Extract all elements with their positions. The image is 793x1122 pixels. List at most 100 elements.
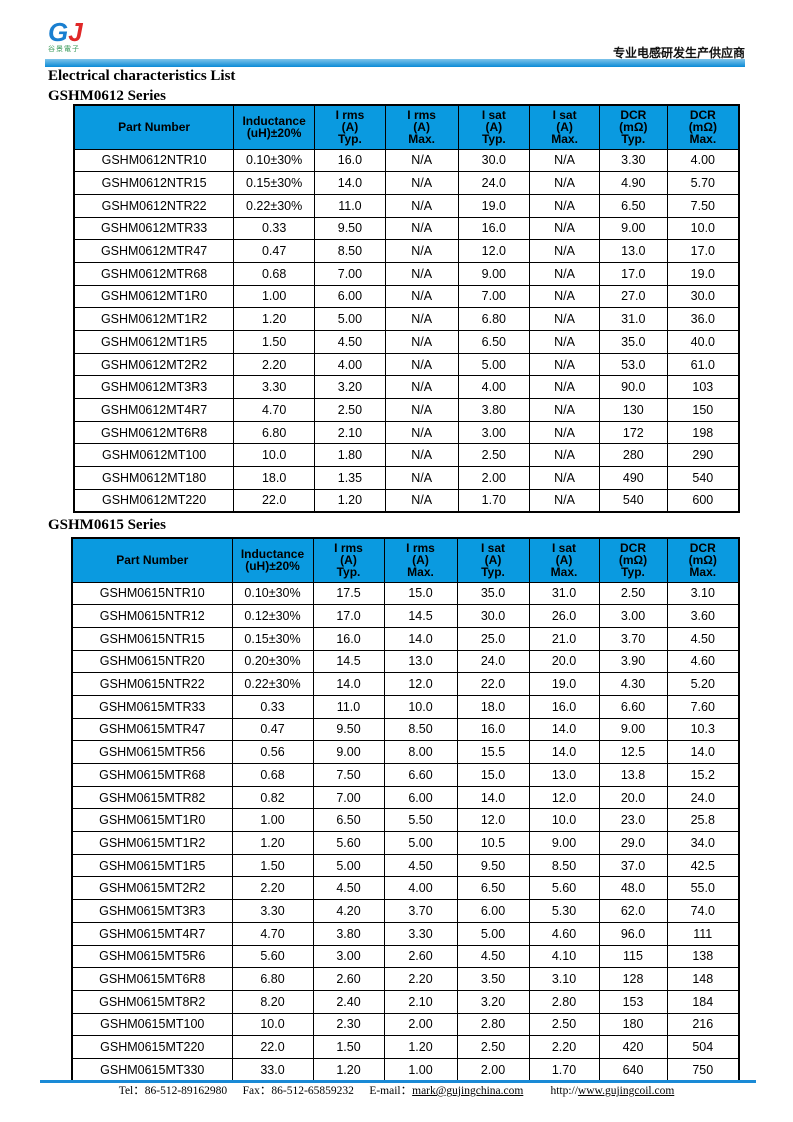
value-cell: 4.00 (383, 876, 458, 901)
value-cell: 1.00 (231, 808, 314, 833)
table-row: GSHM0615NTR10 0.10±30% 17.5 15.0 35.0 31.0 2.5… (71, 581, 740, 606)
value-cell: 55.0 (666, 876, 740, 901)
value-cell: 2.50 (598, 581, 668, 606)
part-number-cell: GSHM0615NTR12 (71, 604, 233, 628)
value-cell: 0.68 (231, 763, 314, 787)
value-cell: 3.00 (312, 944, 385, 969)
part-number-cell: GSHM0612MT180 (73, 466, 235, 490)
table-row: GSHM0615MTR47 0.47 9.50 8.50 16.0 14.0 9.00 10.… (71, 717, 740, 742)
value-cell: N/A (384, 307, 459, 331)
value-cell: 1.00 (383, 1057, 458, 1082)
table-row: GSHM0615MTR33 0.33 11.0 10.0 18.0 16.0 6.60 7.6… (71, 694, 740, 719)
value-cell: 5.00 (456, 921, 530, 946)
value-cell: N/A (529, 284, 600, 309)
value-cell: 15.0 (383, 581, 458, 606)
page-title: Electrical characteristics List (48, 68, 236, 84)
value-cell: 7.50 (312, 763, 385, 787)
part-number-cell: GSHM0615NTR22 (71, 672, 233, 696)
value-cell: 3.80 (312, 921, 385, 946)
column-header: Inductance (uH)±20% (231, 537, 314, 583)
part-number-cell: GSHM0615MT6R8 (71, 967, 233, 991)
value-cell: 34.0 (666, 831, 740, 855)
table-row: GSHM0615MT1R2 1.20 5.60 5.00 10.5 9.00 29.0 34.… (71, 831, 740, 855)
column-header: Part Number (71, 537, 233, 583)
value-cell: 5.50 (383, 808, 458, 833)
header-row: Part Number Inductance (uH)±20% I rms (A) Typ… (71, 537, 740, 583)
value-cell: 0.20±30% (231, 649, 314, 674)
value-cell: 9.00 (598, 216, 668, 241)
value-cell: 90.0 (598, 375, 668, 400)
part-number-cell: GSHM0615MTR82 (71, 785, 233, 810)
table-row: GSHM0612MT2R2 2.20 4.00 N/A 5.00 N/A 53.0 61.0 (73, 352, 740, 377)
footer-email-link[interactable]: mark@gujingchina.com (412, 1085, 524, 1097)
value-cell: 4.00 (457, 375, 531, 400)
table-row: GSHM0612MT4R7 4.70 2.50 N/A 3.80 N/A 130 150 (73, 398, 740, 422)
value-cell: 14.5 (312, 649, 385, 674)
value-cell: 22.0 (233, 488, 316, 513)
value-cell: 4.30 (598, 672, 668, 696)
column-header: Part Number (73, 104, 235, 150)
value-cell: 9.50 (312, 717, 385, 742)
value-cell: 1.20 (231, 831, 314, 855)
part-number-cell: GSHM0615MT5R6 (71, 944, 233, 969)
value-cell: 540 (666, 466, 740, 490)
tagline: 专业电感研发生产供应商 (612, 46, 745, 60)
value-cell: 10.3 (666, 717, 740, 742)
value-cell: 21.0 (528, 626, 600, 651)
value-cell: 0.22±30% (233, 193, 316, 218)
table-row: GSHM0615MT1R5 1.50 5.00 4.50 9.50 8.50 37.0 42.… (71, 853, 740, 878)
value-cell: 24.0 (456, 649, 530, 674)
value-cell: 3.30 (233, 375, 316, 400)
value-cell: 2.50 (457, 443, 531, 468)
part-number-cell: GSHM0615MT100 (71, 1012, 233, 1037)
value-cell: 8.20 (231, 989, 314, 1014)
value-cell: 1.20 (312, 1057, 385, 1082)
value-cell: 16.0 (456, 717, 530, 742)
value-cell: 0.15±30% (231, 626, 314, 651)
value-cell: 3.20 (314, 375, 386, 400)
part-number-cell: GSHM0615MT4R7 (71, 921, 233, 946)
series-title-0615: GSHM0615 Series (48, 517, 166, 533)
value-cell: N/A (384, 148, 459, 173)
value-cell: 25.8 (666, 808, 740, 833)
value-cell: N/A (384, 239, 459, 263)
value-cell: 3.10 (528, 967, 600, 991)
column-header: I sat (A) Typ. (456, 537, 530, 583)
value-cell: 3.00 (457, 420, 531, 445)
value-cell: 7.60 (666, 694, 740, 719)
value-cell: 4.70 (233, 398, 316, 422)
table-row: GSHM0615MT100 10.0 2.30 2.00 2.80 2.50 180 216 (71, 1012, 740, 1037)
value-cell: 16.0 (314, 148, 386, 173)
table-row: GSHM0612NTR15 0.15±30% 14.0 N/A 24.0 N/A 4.90 5… (73, 171, 740, 195)
column-header: DCR (mΩ) Typ. (598, 537, 668, 583)
value-cell: 9.00 (457, 261, 531, 286)
value-cell: N/A (529, 488, 600, 513)
value-cell: 35.0 (456, 581, 530, 606)
header-bar (45, 59, 745, 67)
value-cell: 4.60 (528, 921, 600, 946)
value-cell: N/A (384, 216, 459, 241)
column-header: I sat (A) Typ. (457, 104, 531, 150)
value-cell: 31.0 (598, 307, 668, 331)
value-cell: 31.0 (528, 581, 600, 606)
column-header: I rms (A) Max. (383, 537, 458, 583)
table-row: GSHM0612MT180 18.0 1.35 N/A 2.00 N/A 490 540 (73, 466, 740, 490)
value-cell: 2.20 (528, 1035, 600, 1059)
table-gshm0612: Part Number Inductance (uH)±20% I rms (A) Typ… (73, 104, 740, 513)
value-cell: 0.22±30% (231, 672, 314, 696)
value-cell: 6.00 (383, 785, 458, 810)
value-cell: 6.80 (233, 420, 316, 445)
value-cell: 14.0 (383, 626, 458, 651)
column-header: I sat (A) Max. (529, 104, 600, 150)
value-cell: 30.0 (456, 604, 530, 628)
value-cell: N/A (529, 193, 600, 218)
column-header: I rms (A) Typ. (312, 537, 385, 583)
table-row: GSHM0612MT220 22.0 1.20 N/A 1.70 N/A 540 600 (73, 488, 740, 513)
table-row: GSHM0615MT4R7 4.70 3.80 3.30 5.00 4.60 96.0 111 (71, 921, 740, 946)
footer-web-link[interactable]: www.gujingcoil.com (577, 1085, 675, 1097)
value-cell: 13.0 (598, 239, 668, 263)
value-cell: 14.0 (314, 171, 386, 195)
value-cell: 280 (598, 443, 668, 468)
value-cell: 6.00 (314, 284, 386, 309)
table-row: GSHM0615MT3R3 3.30 4.20 3.70 6.00 5.30 62.0 74.… (71, 899, 740, 923)
